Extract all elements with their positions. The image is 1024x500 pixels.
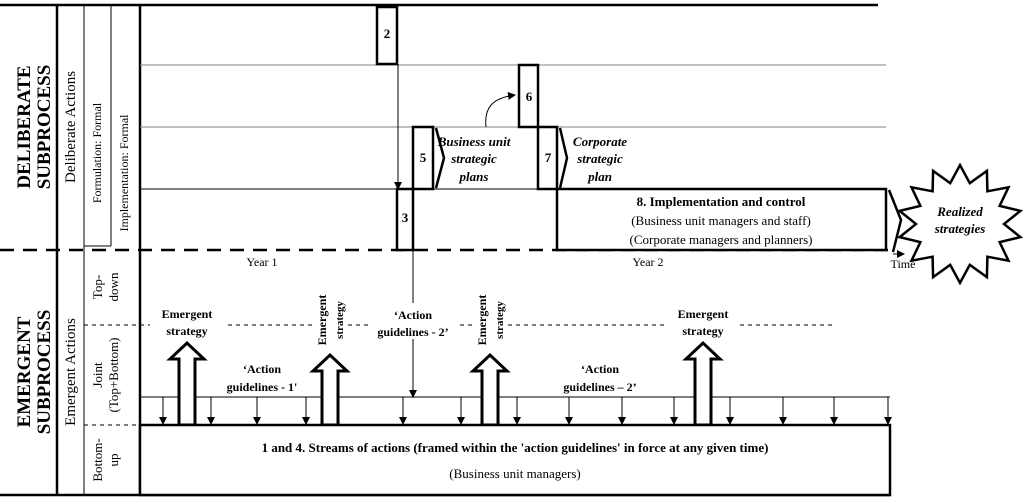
emergent-strategy-label-2: strategy [334,301,346,339]
emergent-strategy-arrow-icon [469,352,511,427]
curved-arrow-icon [485,91,516,128]
emergent-strategy-label-2: strategy [682,324,723,338]
implementation-title: 8. Implementation and control [637,194,806,209]
emergent-strategy-label: Emergent [162,307,213,321]
action-guidelines-1-label-2: guidelines - 1' [227,380,298,394]
year-1-label: Year 1 [246,255,277,269]
implementation-line2: (Corporate managers and planners) [629,232,812,247]
top-down-label-2: down [106,272,121,301]
business-unit-plans-label-3: plans [459,169,489,184]
emergent-strategy-arrow-icon [166,340,208,427]
chevron-icon [887,189,903,253]
realized-strategies-label: Realized [936,204,983,219]
chevron-icon [434,127,446,189]
emergent-strategy-label: Emergent [475,295,489,346]
time-label: Time [891,257,916,271]
bottom-up-label-2: up [106,454,121,467]
corporate-plan-label-3: plan [587,169,612,184]
deliberate-subprocess-label-2: SUBPROCESS [34,65,55,190]
deliberate-actions-label: Deliberate Actions [63,71,79,183]
step-box-8 [555,187,888,252]
step-box-7 [536,125,559,191]
emergent-subprocess-label: EMERGENT [14,316,35,427]
action-guidelines-1-label: ‘Action [243,362,281,376]
deliberate-process: 2 3 5 Business unit strategic plans 6 7 … [375,5,1024,286]
emergent-strategy-arrow-icon [309,352,351,427]
step-box-5 [411,125,435,191]
emergent-strategy-arrow-icon [682,340,724,427]
emergent-process: 1 and 4. Streams of actions (framed with… [138,250,892,497]
action-guidelines-2-label: ‘Action [581,362,619,376]
emergent-strategy-label-2: strategy [494,301,506,339]
step-box-6 [517,63,540,129]
action-guidelines-2-top-label: ‘Action [394,308,432,322]
action-guidelines-2-label-2: guidelines – 2’ [563,380,636,394]
implementation-label: Implementation: Formal [117,114,131,232]
deliberate-subprocess-label: DELIBERATE [14,65,35,188]
step-box-3 [395,187,415,252]
top-down-label: Top- [90,275,105,299]
business-unit-plans-label-2: strategic [450,151,497,166]
realized-strategies-starburst [896,162,1024,286]
streams-of-actions-box [138,423,892,497]
streams-title: 1 and 4. Streams of actions (framed with… [262,440,769,455]
emergent-strategy-label-2: strategy [166,324,207,338]
emergent-strategy-label: Emergent [678,307,729,321]
left-labels: DELIBERATE SUBPROCESS EMERGENT SUBPROCES… [14,65,131,482]
step-5-label: 5 [420,150,427,165]
emergent-strategy-label: Emergent [315,295,329,346]
formulation-label: Formulation: Formal [90,102,104,203]
step-box-2 [375,5,399,66]
corporate-plan-label-2: strategic [576,151,623,166]
joint-label-2: (Top+Bottom) [106,337,121,412]
bottom-up-label: Bottom- [90,438,105,481]
timeline: Year 1 Year 2 Time [246,255,915,271]
streams-subtitle: (Business unit managers) [449,466,580,481]
step-2-label: 2 [384,26,391,41]
step-7-label: 7 [545,150,552,165]
action-guidelines-2-top-label-2: guidelines - 2’ [377,325,448,339]
chevron-icon [558,127,569,189]
implementation-line1: (Business unit managers and staff) [631,213,811,228]
corporate-plan-label: Corporate [573,134,627,149]
business-unit-plans-label: Business unit [437,134,511,149]
emergent-actions-label: Emergent Actions [63,318,79,426]
realized-strategies-label-2: strategies [934,221,986,236]
joint-label: Joint [90,362,105,388]
year-2-label: Year 2 [632,255,663,269]
step-3-label: 3 [402,210,409,225]
emergent-subprocess-label-2: SUBPROCESS [34,310,55,435]
step-6-label: 6 [526,89,533,104]
